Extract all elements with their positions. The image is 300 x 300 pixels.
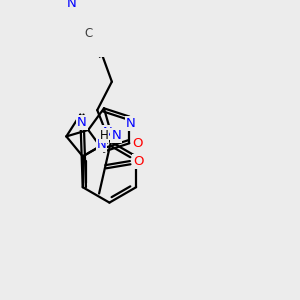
Text: N: N <box>77 116 87 129</box>
Text: C: C <box>84 26 92 40</box>
Text: N: N <box>111 129 121 142</box>
Text: N: N <box>126 117 136 130</box>
Text: N: N <box>97 138 106 151</box>
Text: O: O <box>133 154 143 168</box>
Text: H: H <box>100 129 108 142</box>
Text: O: O <box>132 137 143 150</box>
Text: N: N <box>66 0 76 10</box>
Text: N: N <box>103 126 113 139</box>
